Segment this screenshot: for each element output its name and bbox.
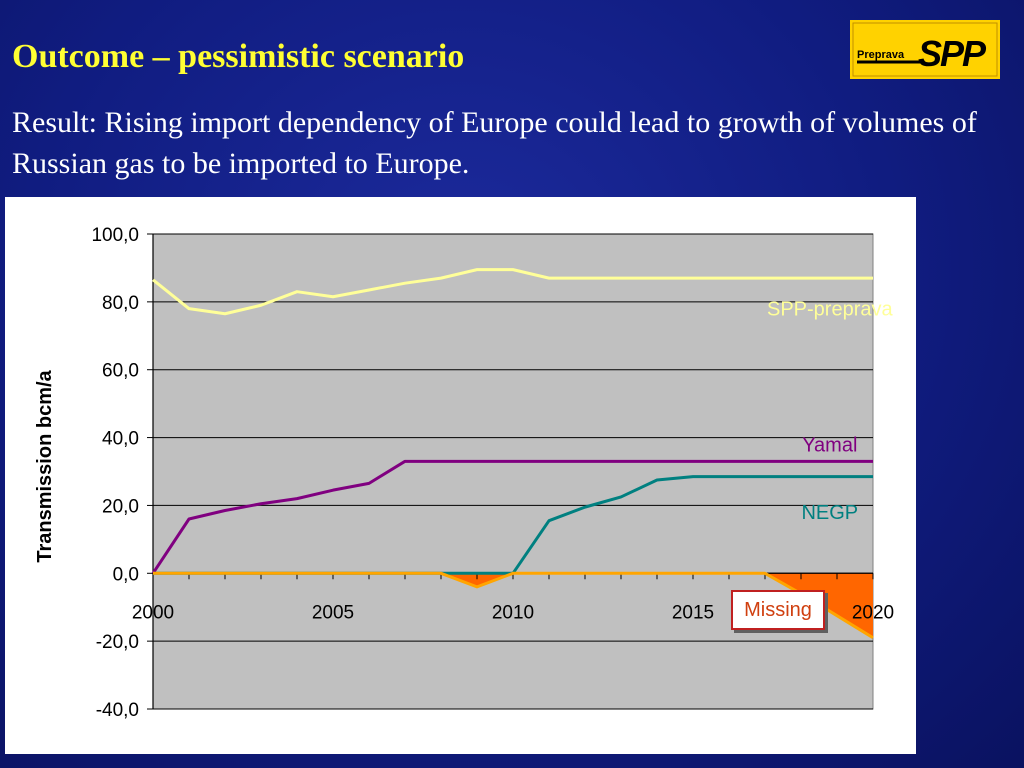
spp-preprava-line (152, 268, 873, 316)
y-tick-label: -40,0 (96, 700, 139, 721)
y-tick-label: 60,0 (102, 361, 139, 382)
y-tick-label: 100,0 (91, 225, 139, 246)
y-tick-label: -20,0 (96, 632, 139, 653)
chart-panel: -40,0 -20,0 0,0 20,0 40,0 60,0 80,0 100,0 2000 20… (5, 197, 916, 754)
y-axis-title: Transmission bcm/a (34, 369, 56, 562)
missing-line (153, 571, 874, 640)
missing-label-box: Missing (731, 590, 825, 630)
slide-subtitle: Result: Rising import dependency of Euro… (12, 106, 977, 180)
missing-area (153, 573, 873, 638)
y-tick-label: 20,0 (102, 496, 139, 517)
x-tick-label: 2005 (312, 602, 354, 623)
spp-preprava-logo: Preprava SPP (850, 20, 1000, 79)
missing-label: Missing (744, 598, 812, 621)
svg-text:SPP: SPP (918, 33, 987, 74)
y-tick-label: 80,0 (102, 293, 139, 314)
chart-svg: -40,0 -20,0 0,0 20,0 40,0 60,0 80,0 100,0 2000 20… (34, 225, 894, 721)
yamal-label: Yamal (802, 434, 857, 456)
yamal-line (151, 459, 873, 575)
y-tick-label: 0,0 (113, 564, 139, 585)
y-tick-label: 40,0 (102, 429, 139, 450)
slide-title: Outcome – pessimistic scenario (12, 38, 465, 75)
negp-label: NEGP (801, 502, 858, 524)
spp-preprava-label: SPP-preprava (767, 299, 893, 321)
x-tick-label: 2010 (492, 602, 534, 623)
x-tick-label: 2020 (852, 602, 894, 623)
x-tick-label: 2015 (672, 602, 714, 623)
x-tick-label: 2000 (132, 602, 174, 623)
svg-text:Preprava: Preprava (857, 49, 905, 61)
